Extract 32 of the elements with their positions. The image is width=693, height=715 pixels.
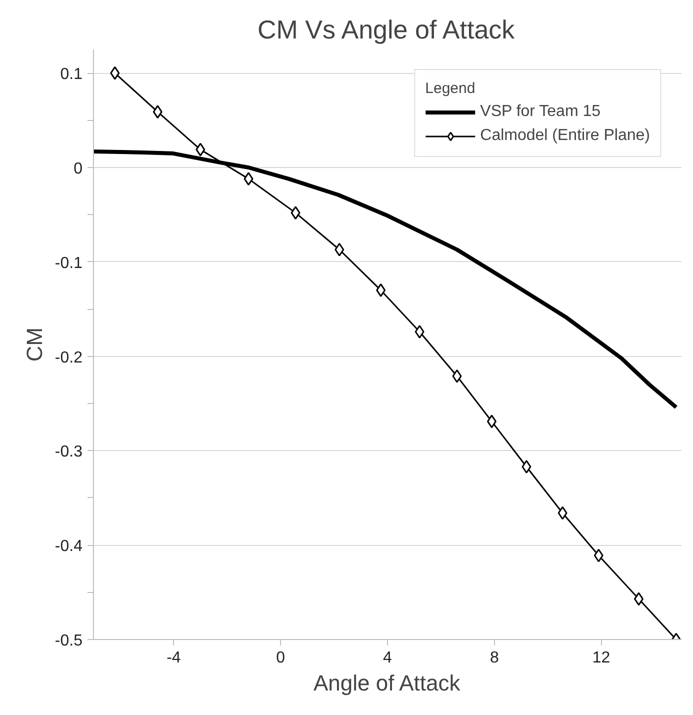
point [196, 142, 206, 156]
point [414, 325, 424, 339]
point [522, 460, 532, 474]
y-axis-title: CM [22, 327, 47, 362]
legend-title: Legend [425, 80, 476, 97]
point [558, 506, 568, 520]
x-tick-label: 0 [276, 650, 286, 666]
x-tick-label: -4 [166, 650, 181, 666]
legend-label: Calmodel (Entire Plane) [480, 127, 650, 145]
x-axis-title: Angle of Attack [314, 670, 462, 696]
legend-label: VSP for Team 15 [480, 103, 601, 121]
x-tick-label: 8 [490, 650, 499, 666]
point [594, 548, 604, 562]
point [486, 414, 496, 428]
point [244, 172, 254, 186]
y-tick-label: -0.1 [54, 254, 83, 272]
chart-title: CM Vs Angle of Attack [257, 14, 516, 44]
x-tick-label: 4 [383, 650, 392, 666]
point [452, 369, 462, 383]
point [110, 66, 120, 80]
point [334, 242, 344, 256]
point [290, 206, 300, 220]
point [634, 592, 644, 606]
y-tick-label: -0.5 [54, 632, 83, 650]
y-tick-label: -0.4 [54, 538, 83, 556]
y-tick-label: 0 [74, 160, 83, 178]
point [376, 283, 386, 297]
y-tick-label: -0.3 [54, 444, 83, 461]
y-tick-label: 0.1 [60, 66, 83, 84]
x-tick-label: 12 [592, 650, 610, 666]
y-tick-label: -0.2 [54, 349, 83, 366]
point [152, 105, 162, 119]
